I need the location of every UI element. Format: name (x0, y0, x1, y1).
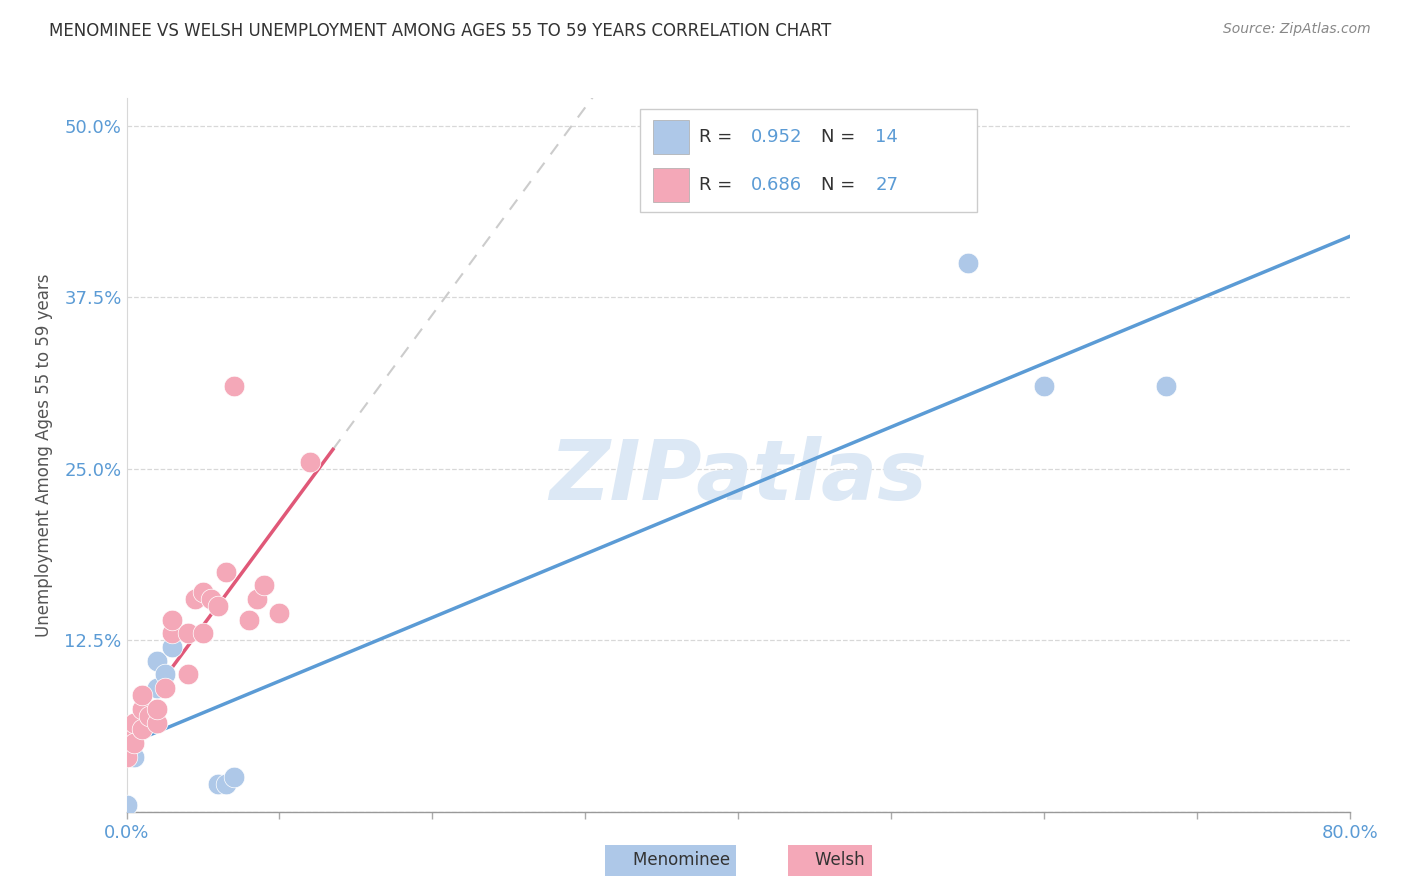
Point (162, 626, 184, 640)
Text: Welsh: Welsh (794, 851, 865, 869)
Point (222, 771, 245, 785)
Bar (652, 168, 689, 202)
Point (122, 749, 145, 764)
Text: 27: 27 (875, 177, 898, 194)
Point (207, 599, 229, 613)
Point (115, 797, 138, 812)
Point (162, 640, 184, 654)
Point (153, 667, 176, 681)
Point (131, 688, 153, 702)
Point (191, 626, 214, 640)
Point (115, 723, 138, 737)
Text: N =: N = (821, 177, 862, 194)
Point (138, 708, 160, 723)
Bar (652, 120, 689, 153)
Text: ZIPatlas: ZIPatlas (550, 436, 927, 516)
Point (146, 654, 169, 668)
Text: MENOMINEE VS WELSH UNEMPLOYMENT AMONG AGES 55 TO 59 YEARS CORRELATION CHART: MENOMINEE VS WELSH UNEMPLOYMENT AMONG AG… (49, 22, 831, 40)
Text: N =: N = (821, 128, 862, 145)
Point (299, 455, 322, 469)
Point (146, 702, 169, 716)
Point (238, 613, 260, 627)
Point (956, 256, 979, 270)
Point (177, 626, 200, 640)
Point (146, 715, 169, 730)
Point (138, 708, 160, 723)
Point (153, 681, 176, 696)
Point (184, 592, 207, 607)
Point (200, 592, 222, 607)
Point (122, 715, 145, 730)
Text: 14: 14 (875, 128, 898, 145)
Point (269, 606, 291, 620)
FancyBboxPatch shape (640, 109, 977, 212)
Text: R =: R = (699, 128, 738, 145)
Point (207, 777, 229, 791)
Point (191, 585, 214, 599)
Point (1033, 379, 1056, 393)
Point (253, 578, 276, 592)
Point (162, 613, 184, 627)
Point (131, 702, 153, 716)
Text: Source: ZipAtlas.com: Source: ZipAtlas.com (1223, 22, 1371, 37)
Point (215, 565, 238, 579)
Text: R =: R = (699, 177, 738, 194)
Y-axis label: Unemployment Among Ages 55 to 59 years: Unemployment Among Ages 55 to 59 years (35, 273, 53, 637)
Text: 0.952: 0.952 (751, 128, 801, 145)
Text: 0.686: 0.686 (751, 177, 801, 194)
Point (222, 379, 245, 393)
Point (115, 749, 138, 764)
Point (177, 667, 200, 681)
Point (1156, 379, 1178, 393)
Text: Menominee: Menominee (612, 851, 730, 869)
Point (245, 592, 267, 607)
Point (131, 723, 153, 737)
Point (215, 777, 238, 791)
Point (131, 723, 153, 737)
Point (146, 681, 169, 696)
Point (122, 736, 145, 750)
